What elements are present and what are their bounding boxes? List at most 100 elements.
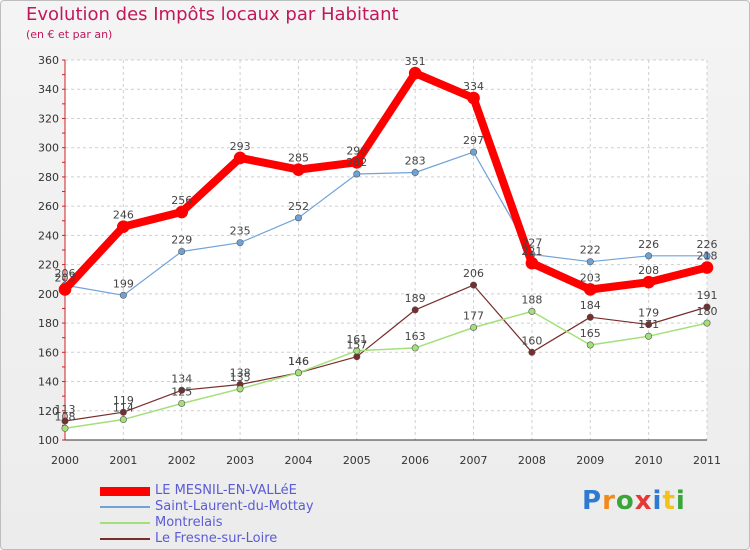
data-label: 221 [521,245,542,258]
x-tick-label: 2005 [343,454,371,467]
y-tick-label: 220 [38,259,59,272]
data-label: 119 [113,394,134,407]
data-point [119,291,127,299]
data-label: 206 [55,267,76,280]
data-point [178,247,186,255]
data-label: 229 [171,233,192,246]
data-label: 134 [171,372,192,385]
x-tick-label: 2006 [401,454,429,467]
chart-legend: LE MESNIL-EN-VALLéE Saint-Laurent-du-Mott… [100,483,400,547]
data-point [61,417,69,425]
x-tick-label: 2002 [168,454,196,467]
y-tick-label: 360 [38,54,59,67]
data-point [528,348,536,356]
data-label: 184 [580,299,601,312]
legend-swatch [100,486,150,496]
data-point [470,148,478,156]
data-label: 165 [580,327,601,340]
data-label: 135 [230,371,251,384]
data-point [61,424,69,432]
legend-label: LE MESNIL-EN-VALLéE [155,483,297,498]
data-label: 177 [463,309,484,322]
data-point [411,306,419,314]
y-tick-label: 100 [38,434,59,447]
data-label: 179 [638,307,659,320]
legend-swatch [100,522,150,524]
data-label: 160 [521,334,542,347]
data-label: 199 [113,277,134,290]
data-label: 227 [521,236,542,249]
data-label: 171 [638,318,659,331]
legend-swatch [100,538,150,540]
data-point [586,258,594,266]
data-point [119,408,127,416]
x-tick-label: 2007 [460,454,488,467]
legend-label: Saint-Laurent-du-Mottay [155,499,314,514]
data-label: 189 [405,292,426,305]
data-label: 146 [288,355,309,368]
x-tick-label: 2000 [51,454,79,467]
data-point [353,347,361,355]
legend-label: Le Fresne-sur-Loire [155,531,278,546]
data-label: 208 [638,264,659,277]
legend-item: LE MESNIL-EN-VALLéE [100,483,400,499]
data-label: 283 [405,155,426,168]
data-point [233,151,247,165]
data-label: 334 [463,80,484,93]
data-label: 351 [405,55,426,68]
data-point [178,386,186,394]
data-point [703,252,711,260]
data-label: 285 [288,152,309,165]
data-point [236,239,244,247]
data-label: 203 [580,271,601,284]
chart-subtitle: (en € et par an) [26,28,113,41]
data-label: 206 [463,267,484,280]
y-tick-label: 120 [38,405,59,418]
data-point [470,281,478,289]
series-line-0 [61,69,711,294]
x-tick-label: 2008 [518,454,546,467]
data-point [353,170,361,178]
data-label: 297 [463,134,484,147]
data-label: 161 [346,333,367,346]
y-tick-label: 320 [38,112,59,125]
y-tick-label: 340 [38,83,59,96]
x-tick-label: 2004 [284,454,312,467]
x-tick-label: 2011 [693,454,721,467]
data-label: 226 [638,238,659,251]
data-point [353,353,361,361]
data-point [117,220,130,233]
data-label: 191 [697,289,718,302]
data-point [294,214,302,222]
data-label: 226 [697,238,718,251]
legend-item: Le Fresne-sur-Loire [100,531,400,547]
legend-label: Montrelais [155,515,223,530]
data-point [408,66,422,80]
data-label: 157 [346,339,367,352]
data-point [350,156,364,169]
data-label: 188 [521,293,542,306]
data-point [236,385,244,393]
data-point [645,332,653,340]
line-chart: 100 120 140 160 180 200 220 240 260 280 300 320 340 3… [38,54,721,467]
data-point [294,369,302,377]
data-point [700,261,714,274]
data-label: 218 [697,250,718,263]
data-label: 163 [405,330,426,343]
data-point [583,283,597,296]
data-point [411,344,419,352]
data-point [703,303,711,311]
y-tick-label: 260 [38,200,59,213]
data-point [703,319,711,327]
x-tick-label: 2003 [226,454,254,467]
data-point [411,169,419,177]
data-label: 203 [55,271,76,284]
data-label: 293 [230,140,251,153]
data-label: 108 [55,410,76,423]
y-tick-label: 200 [38,288,59,301]
data-point [645,321,653,329]
data-label: 146 [288,355,309,368]
series-line-1 [64,151,708,296]
x-tick-label: 2009 [576,454,604,467]
data-point [528,307,536,315]
